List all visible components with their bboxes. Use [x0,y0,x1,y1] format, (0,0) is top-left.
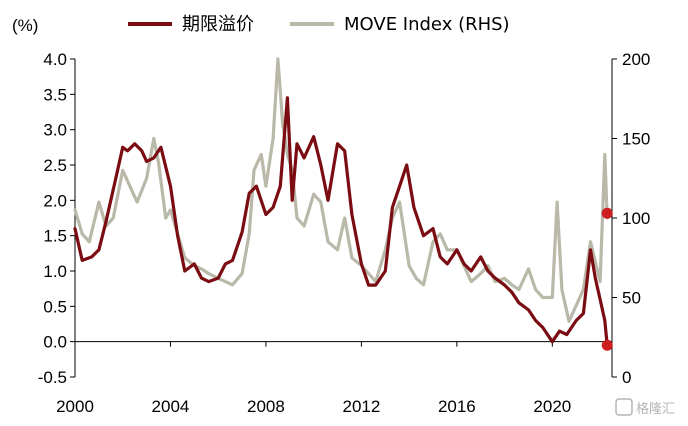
left-tick-label: 3.0 [43,121,67,140]
x-tick-label: 2004 [152,397,190,416]
right-tick-label: 100 [622,209,650,228]
watermark-text: 格隆汇 [636,401,675,417]
right-axis-ticks: 200 150 100 50 0 [612,50,650,387]
watermark-logo-icon [615,398,633,416]
left-tick-label: 4.0 [43,50,67,69]
x-tick-label: 2008 [247,397,285,416]
left-tick-label: 2.0 [43,191,67,210]
right-tick-label: 200 [622,50,650,69]
left-tick-label: 0.0 [43,333,67,352]
left-axis-ticks: 4.0 3.5 3.0 2.5 2.0 1.5 1.0 0.5 0.0 -0.5 [38,50,75,387]
left-tick-label: 0.5 [43,297,67,316]
series-layer [73,57,609,347]
legend: 期限溢价 MOVE Index (RHS) [128,14,510,35]
x-tick-label: 2016 [438,397,476,416]
left-tick-label: 2.5 [43,156,67,175]
left-tick-label: 3.5 [43,85,67,104]
term-premium-end-marker [601,339,613,351]
watermark: 格隆汇 [615,398,675,417]
right-tick-label: 50 [622,289,641,308]
move-index-end-marker [601,207,613,219]
x-tick-label: 2000 [56,397,94,416]
legend-label-move-index: MOVE Index (RHS) [344,14,510,35]
right-tick-label: 150 [622,130,650,149]
legend-label-term-premium: 期限溢价 [182,14,254,35]
left-tick-label: 1.5 [43,227,67,246]
end-marker-layer [601,207,613,351]
move-index-series-line [73,57,609,323]
left-tick-label: 1.0 [43,262,67,281]
term-premium-series-line [73,96,609,347]
x-tick-label: 2012 [342,397,380,416]
left-tick-label: -0.5 [38,368,67,387]
left-axis-unit-label: (%) [12,16,38,35]
right-tick-label: 0 [622,368,631,387]
x-axis-ticks: 2000 2004 2008 2012 2016 2020 [56,341,571,416]
x-tick-label: 2020 [533,397,571,416]
